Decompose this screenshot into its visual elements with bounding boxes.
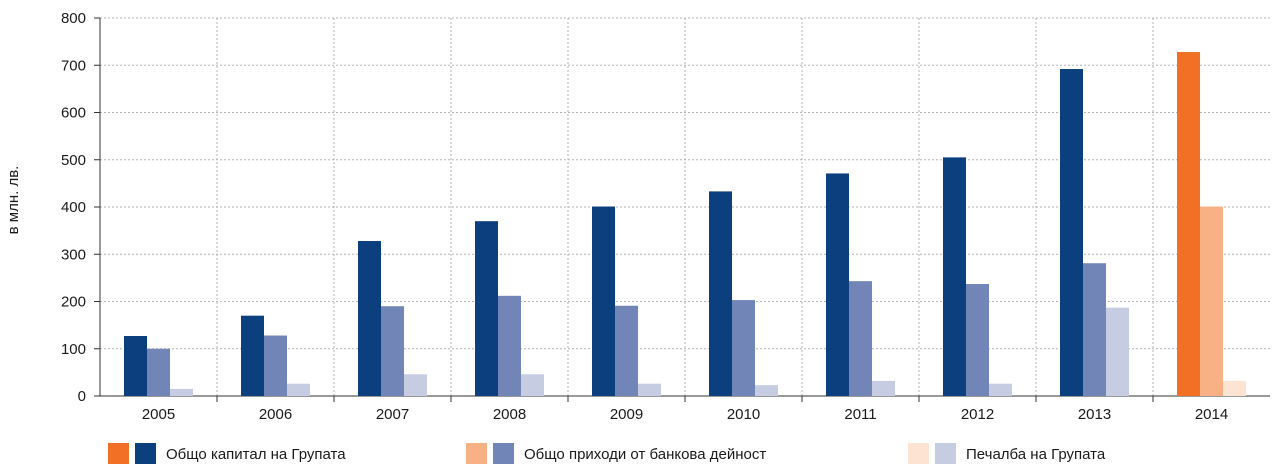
bar-2013-series-3 [1106,307,1129,396]
x-tick-label: 2010 [727,406,760,423]
bar-2010-series-1 [709,191,732,396]
bar-2007-series-3 [404,374,427,396]
bar-2010-series-2 [732,300,755,396]
legend-swatch [493,443,514,464]
legend-swatch-highlight [908,443,929,464]
y-tick-label: 700 [61,57,86,74]
bar-2008-series-3 [521,374,544,396]
bar-2014-series-2 [1200,206,1223,396]
y-tick-label: 0 [78,388,86,405]
x-tick-label: 2011 [844,406,876,423]
y-axis-label: в млн. лв. [5,166,22,235]
x-tick-label: 2008 [493,406,526,423]
bar-2011-series-3 [872,380,895,396]
grid-lines [100,17,1270,396]
legend-label: Общо капитал на Групата [166,446,346,463]
x-tick-label: 2009 [610,406,643,423]
legend-swatch-highlight [466,443,487,464]
y-tick-label: 400 [61,199,86,216]
bar-2012-series-1 [943,157,966,396]
y-tick-label: 600 [61,105,86,122]
bar-2007-series-2 [381,306,404,396]
bar-2009-series-1 [592,206,615,396]
tick-labels: 0 100 200 300 400 500 600 700 800 2005 2006 2007 200… [61,10,1228,423]
bar-2006-series-3 [287,383,310,396]
x-tick-label: 2014 [1195,406,1228,423]
x-tick-label: 2005 [142,406,175,423]
bar-2011-series-1 [826,173,849,396]
bar-2014-series-1 [1177,52,1200,397]
bar-2014-series-3 [1223,380,1246,396]
bar-2013-series-1 [1060,69,1083,396]
bar-2005-series-3 [170,388,193,396]
y-tick-label: 100 [61,341,86,358]
y-tick-label: 500 [61,152,86,169]
bar-2011-series-2 [849,281,872,396]
bar-2008-series-1 [475,221,498,396]
bar-2006-series-2 [264,335,287,396]
x-tick-label: 2012 [961,406,994,423]
legend-label: Печалба на Групата [966,446,1106,463]
bar-2013-series-2 [1083,263,1106,396]
bar-2009-series-3 [638,383,661,396]
bar-2007-series-1 [358,241,381,396]
y-tick-label: 800 [61,10,86,27]
legend-swatch [135,443,156,464]
bar-2009-series-2 [615,305,638,396]
legend-swatch-highlight [108,443,129,464]
y-tick-label: 200 [61,294,86,311]
x-tick-label: 2013 [1078,406,1111,423]
bars [124,52,1246,397]
legend-swatch [935,443,956,464]
legend-label: Общо приходи от банкова дейност [524,446,766,463]
bar-2012-series-3 [989,383,1012,396]
bar-2008-series-2 [498,295,521,396]
bar-2005-series-2 [147,348,170,396]
bar-2005-series-1 [124,335,147,396]
y-tick-label: 300 [61,246,86,263]
bar-2006-series-1 [241,315,264,396]
x-tick-label: 2006 [259,406,292,423]
bar-2010-series-3 [755,385,778,396]
bar-2012-series-2 [966,284,989,396]
legend: Общо капитал на Групата Общо приходи от б… [108,443,1106,464]
x-tick-label: 2007 [376,406,409,423]
